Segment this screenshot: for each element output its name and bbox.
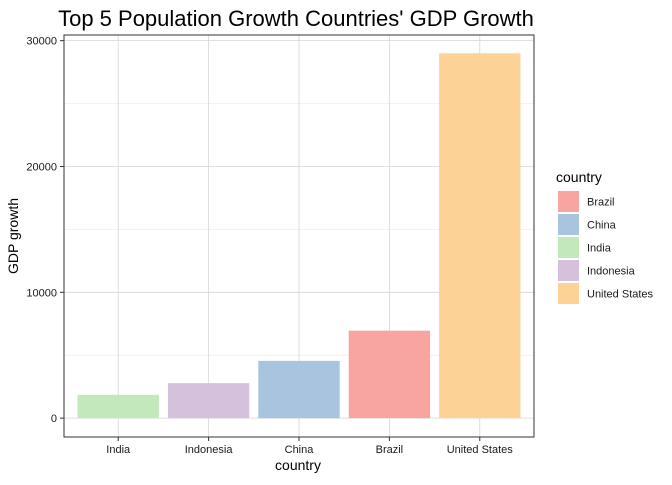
bar-indonesia [167, 383, 250, 419]
bar-brazil [348, 330, 431, 419]
legend-items: Brazil China India Indonesia United States [558, 191, 654, 304]
x-axis: India Indonesia China Brazil United States [106, 437, 513, 456]
legend-label: Indonesia [587, 266, 636, 278]
y-tick-label: 30000 [26, 36, 57, 48]
bar-india [77, 394, 159, 419]
y-tick-label: 10000 [26, 287, 57, 299]
legend-key-indonesia [558, 260, 579, 281]
legend-label: Brazil [587, 197, 615, 209]
legend-key-brazil [558, 191, 579, 212]
legend: country Brazil China India Indonesia United … [556, 169, 654, 304]
x-tick-label: United States [447, 444, 514, 456]
legend-title: country [556, 169, 602, 185]
x-axis-title: country [275, 457, 321, 473]
x-tick-label: Brazil [376, 444, 404, 456]
plot-panel [63, 34, 535, 438]
legend-key-united-states [558, 283, 579, 304]
legend-label: China [587, 220, 617, 232]
legend-label: United States [587, 289, 654, 301]
x-tick-label: China [285, 444, 315, 456]
x-tick-label: Indonesia [185, 444, 234, 456]
bar-china [258, 360, 340, 419]
bars [77, 53, 521, 419]
legend-key-china [558, 214, 579, 235]
chart-title: Top 5 Population Growth Countries' GDP G… [58, 6, 534, 31]
legend-key-india [558, 237, 579, 258]
y-axis: 0 10000 20000 30000 [26, 36, 64, 425]
y-axis-title: GDP growth [5, 198, 21, 274]
y-tick-label: 20000 [26, 161, 57, 173]
x-tick-label: India [106, 444, 131, 456]
bar-united-states [439, 53, 521, 419]
y-tick-label: 0 [51, 413, 57, 425]
legend-label: India [587, 243, 612, 255]
